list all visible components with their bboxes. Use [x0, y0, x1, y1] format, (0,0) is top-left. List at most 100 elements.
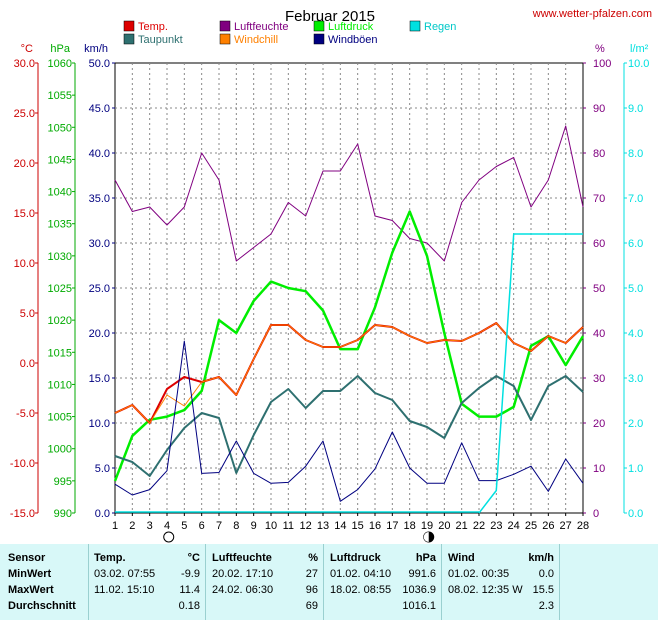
x-tick-label: 11 [283, 520, 294, 532]
new-moon-icon-detail [423, 532, 429, 542]
press-tick-label: 1035 [48, 219, 72, 231]
hum-tick-label: 0 [593, 508, 599, 520]
hum-tick-label: 10 [593, 463, 605, 475]
wind-tick-label: 0.0 [95, 508, 110, 520]
press-tick-label: 1040 [48, 187, 72, 199]
legend-swatch [123, 33, 135, 45]
hum-tick-label: 30 [593, 373, 605, 385]
temp-tick-label: -5.0 [16, 408, 35, 420]
legend-swatch [219, 20, 231, 32]
hum-time: 20.02. 17:10 [212, 568, 274, 580]
x-tick-label: 15 [352, 520, 364, 532]
statistics-table: Sensor Temp. °C Luftfeuchte % Luftdruck … [0, 544, 658, 620]
table-row: MinWert 03.02. 07:55 -9.9 20.02. 17:10 2… [0, 568, 658, 584]
rain-tick-label: 0.0 [628, 508, 643, 520]
wind-axis-label: km/h [84, 43, 108, 55]
temp-value: -9.9 [181, 568, 200, 580]
hum-tick-label: 100 [593, 58, 611, 70]
header-hum-unit: % [308, 552, 318, 564]
x-tick-label: 18 [404, 520, 416, 532]
x-tick-label: 10 [265, 520, 277, 532]
legend-swatch [313, 33, 325, 45]
x-tick-label: 8 [233, 520, 239, 532]
temp-value: 0.18 [178, 600, 200, 612]
series-line-windchill [114, 322, 584, 424]
hum-tick-label: 20 [593, 418, 605, 430]
legend-label: Temp. [138, 21, 168, 33]
wind-value: 15.5 [532, 584, 554, 596]
rain-tick-label: 10.0 [628, 58, 649, 70]
x-tick-label: 13 [317, 520, 329, 532]
legend-label: Windchill [234, 34, 278, 46]
header-press: Luftdruck [330, 552, 381, 564]
row-label: Durchschnitt [8, 600, 76, 612]
wind-tick-label: 30.0 [89, 238, 110, 250]
series-line-windb-en [114, 340, 584, 502]
table-row: MaxWert 11.02. 15:10 11.4 24.02. 06:30 9… [0, 584, 658, 600]
x-tick-label: 5 [181, 520, 187, 532]
rain-tick-label: 6.0 [628, 238, 643, 250]
press-tick-label: 1000 [48, 444, 72, 456]
wind-value: 0.0 [538, 568, 554, 580]
legend-label: Luftdruck [328, 21, 374, 33]
legend-swatch [313, 20, 325, 32]
hum-tick-label: 40 [593, 328, 605, 340]
site-url: www.wetter-pfalzen.com [532, 8, 652, 20]
row-label: MaxWert [8, 584, 54, 596]
press-value: 1016.1 [402, 600, 436, 612]
wind-value: 2.3 [538, 600, 554, 612]
header-press-unit: hPa [415, 552, 436, 564]
press-axis-label: hPa [50, 43, 70, 55]
hum-tick-label: 70 [593, 193, 605, 205]
press-time: 18.02. 08:55 [330, 584, 392, 596]
temp-time: 03.02. 07:55 [94, 568, 156, 580]
rain-tick-label: 9.0 [628, 103, 643, 115]
x-tick-label: 26 [542, 520, 554, 532]
press-tick-label: 1010 [48, 379, 72, 391]
x-tick-label: 27 [560, 520, 572, 532]
x-tick-label: 1 [112, 520, 118, 532]
hum-tick-label: 90 [593, 103, 605, 115]
wind-tick-label: 50.0 [89, 58, 110, 70]
row-label: MinWert [8, 568, 52, 580]
press-tick-label: 1030 [48, 251, 72, 263]
x-tick-label: 19 [421, 520, 433, 532]
hum-tick-label: 50 [593, 283, 605, 295]
x-tick-label: 25 [525, 520, 537, 532]
hum-axis-label: % [595, 43, 605, 55]
rain-tick-label: 3.0 [628, 373, 643, 385]
rain-tick-label: 8.0 [628, 148, 643, 160]
temp-value: 11.4 [179, 584, 200, 596]
press-tick-label: 1015 [48, 347, 72, 359]
press-tick-label: 1060 [48, 58, 72, 70]
x-tick-label: 22 [473, 520, 485, 532]
legend-label: Windböen [328, 34, 378, 46]
header-wind: Wind [448, 552, 475, 564]
rain-tick-label: 2.0 [628, 418, 643, 430]
weather-chart: Februar 2015 www.wetter-pfalzen.com30.025… [10, 8, 652, 543]
chart-title: Februar 2015 [285, 8, 375, 25]
rain-tick-label: 1.0 [628, 463, 643, 475]
hum-time: 24.02. 06:30 [212, 584, 274, 596]
press-tick-label: 1050 [48, 122, 72, 134]
wind-time: 01.02. 00:35 [448, 568, 510, 580]
legend-swatch [409, 20, 421, 32]
temp-tick-label: -15.0 [10, 508, 35, 520]
temp-tick-label: 25.0 [14, 108, 35, 120]
temp-tick-label: 15.0 [14, 208, 35, 220]
wind-tick-label: 40.0 [89, 148, 110, 160]
x-tick-label: 16 [369, 520, 381, 532]
header-temp-unit: °C [187, 552, 200, 564]
wind-time: 08.02. 12:35 W [448, 584, 523, 596]
x-tick-label: 12 [300, 520, 312, 532]
header-hum: Luftfeuchte [212, 552, 272, 564]
rain-tick-label: 4.0 [628, 328, 643, 340]
x-tick-label: 20 [438, 520, 450, 532]
wind-tick-label: 10.0 [89, 418, 110, 430]
press-value: 1036.9 [402, 584, 436, 596]
rain-tick-label: 7.0 [628, 193, 643, 205]
temp-tick-label: 5.0 [20, 308, 35, 320]
x-tick-label: 3 [147, 520, 153, 532]
press-tick-label: 1055 [48, 90, 72, 102]
wind-tick-label: 5.0 [95, 463, 110, 475]
